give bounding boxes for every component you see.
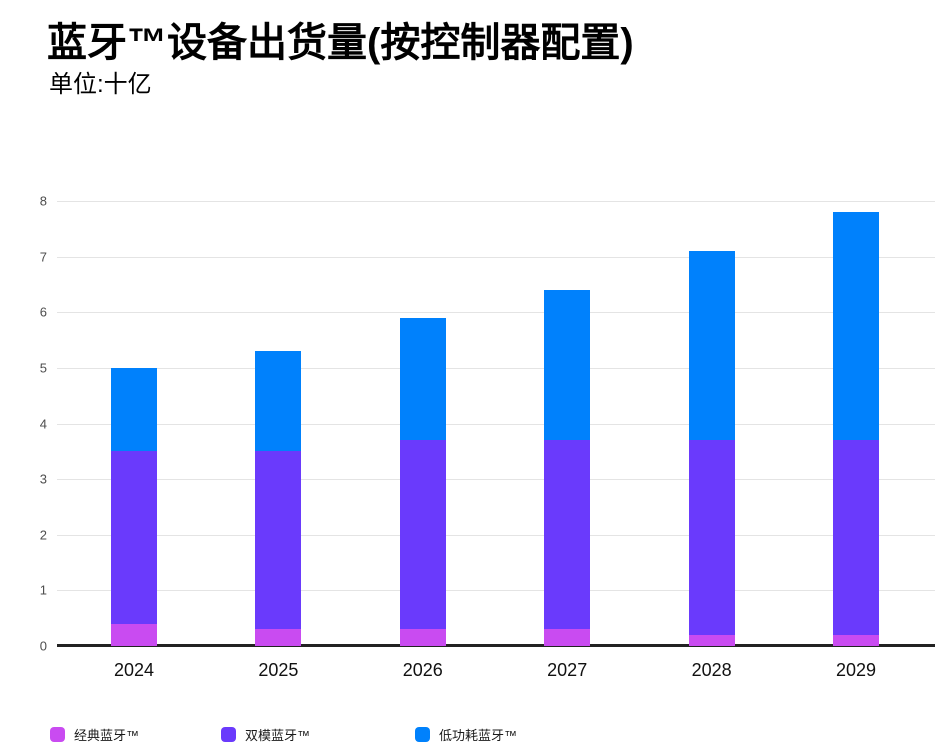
y-axis-tick-0: 0 bbox=[39, 638, 47, 654]
bar-segment-2025[interactable] bbox=[255, 451, 302, 630]
bar-segment-2025[interactable] bbox=[255, 629, 302, 646]
y-axis-tick-6: 6 bbox=[39, 304, 47, 320]
bar-2026 bbox=[399, 317, 446, 646]
bar-segment-2024[interactable] bbox=[111, 451, 157, 624]
y-axis-tick-3: 3 bbox=[39, 471, 47, 487]
legend-label: 双模蓝牙™ bbox=[245, 728, 311, 743]
legend-label: 经典蓝牙™ bbox=[74, 728, 140, 743]
bar-2025 bbox=[255, 351, 302, 646]
bar-2024 bbox=[111, 367, 157, 646]
bar-segment-2027[interactable] bbox=[544, 440, 591, 630]
bar-2028 bbox=[688, 251, 735, 646]
gridline-y6 bbox=[57, 312, 935, 314]
x-axis-label-2029: 2029 bbox=[835, 660, 877, 680]
y-axis-tick-5: 5 bbox=[39, 360, 47, 376]
bar-segment-2028[interactable] bbox=[688, 251, 735, 441]
x-axis-label-2026: 2026 bbox=[402, 660, 443, 680]
gridline-y7 bbox=[57, 256, 935, 258]
bar-2029 bbox=[833, 212, 879, 646]
bar-segment-2026[interactable] bbox=[399, 317, 446, 441]
chart-unit-subtitle: 单位:十亿 bbox=[49, 71, 152, 98]
bar-segment-2026[interactable] bbox=[399, 440, 446, 630]
y-axis-tick-8: 8 bbox=[39, 193, 47, 209]
bar-segment-2026[interactable] bbox=[399, 629, 446, 646]
bar-segment-2027[interactable] bbox=[544, 290, 591, 441]
bar-segment-2027[interactable] bbox=[544, 629, 591, 646]
y-axis-tick-7: 7 bbox=[39, 249, 47, 265]
bar-segment-2029[interactable] bbox=[833, 440, 879, 635]
x-axis-label-2024: 2024 bbox=[113, 660, 155, 680]
gridline-y3 bbox=[57, 479, 935, 481]
gridline-y1 bbox=[57, 590, 935, 592]
bar-segment-2024[interactable] bbox=[111, 623, 157, 646]
bar-segment-2029[interactable] bbox=[833, 634, 879, 646]
legend-swatch-icon bbox=[415, 727, 430, 742]
bar-segment-2028[interactable] bbox=[688, 440, 735, 635]
plot-area: 0 1 2 3 4 5 6 7 8 2024 2025 2026 2027 2028 2029 bbox=[40, 195, 935, 680]
x-axis-label-2028: 2028 bbox=[691, 660, 732, 680]
bar-segment-2028[interactable] bbox=[688, 634, 735, 646]
gridline-y2 bbox=[57, 534, 935, 536]
legend-item-3[interactable]: 低功耗蓝牙™ bbox=[415, 725, 517, 744]
legend-item-1[interactable]: 经典蓝牙™ bbox=[50, 725, 139, 744]
legend-swatch-icon bbox=[50, 727, 65, 742]
legend-label: 低功耗蓝牙™ bbox=[439, 728, 518, 743]
y-axis-tick-4: 4 bbox=[39, 416, 47, 431]
y-axis-tick-2: 2 bbox=[39, 527, 47, 543]
x-axis-label-2027: 2027 bbox=[547, 660, 588, 680]
legend-swatch-icon bbox=[221, 727, 236, 742]
bar-segment-2024[interactable] bbox=[111, 367, 157, 452]
x-axis-line bbox=[57, 644, 935, 647]
chart-title: 蓝牙™设备出货量(按控制器配置) bbox=[47, 21, 634, 65]
bar-segment-2029[interactable] bbox=[833, 212, 879, 441]
gridline-y8 bbox=[57, 201, 935, 202]
bar-segment-2025[interactable] bbox=[255, 351, 302, 452]
legend-item-2[interactable]: 双模蓝牙™ bbox=[221, 725, 310, 744]
gridline-y5 bbox=[57, 367, 935, 369]
gridline-y4 bbox=[57, 423, 935, 425]
y-axis-tick-1: 1 bbox=[39, 582, 47, 598]
x-axis-label-2025: 2025 bbox=[258, 660, 299, 680]
bar-2027 bbox=[544, 290, 591, 646]
